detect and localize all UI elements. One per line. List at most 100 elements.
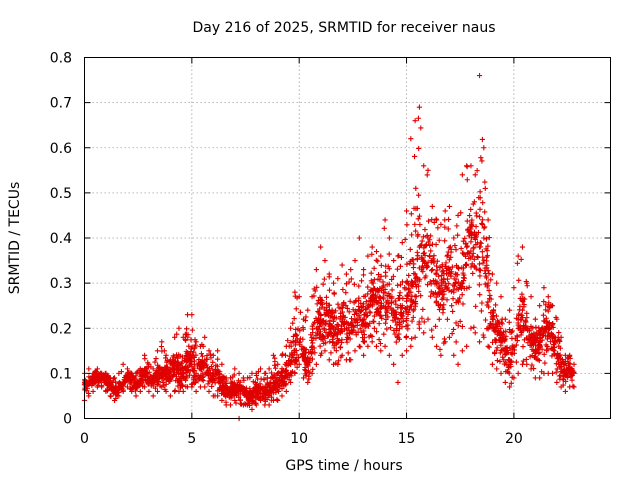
- data-point: [215, 375, 221, 381]
- data-point: [452, 242, 458, 249]
- data-point: [453, 339, 459, 345]
- data-point: [334, 321, 340, 328]
- data-point: [424, 232, 430, 238]
- data-point: [422, 226, 428, 233]
- data-point: [250, 379, 256, 385]
- data-point: [477, 206, 483, 212]
- data-point: [511, 285, 517, 291]
- data-point: [382, 320, 389, 326]
- data-point: [163, 352, 169, 358]
- data-point: [360, 272, 367, 278]
- data-point: [479, 220, 485, 227]
- data-point: [556, 329, 562, 336]
- data-point: [113, 391, 119, 397]
- data-point: [116, 393, 122, 399]
- data-point: [82, 378, 88, 384]
- data-point: [106, 380, 112, 386]
- data-point: [476, 244, 483, 250]
- data-point: [520, 314, 526, 321]
- data-point: [343, 303, 349, 309]
- data-point: [377, 285, 383, 292]
- data-point: [429, 266, 435, 273]
- data-point: [382, 312, 389, 318]
- data-point: [348, 321, 354, 327]
- data-point: [305, 379, 311, 385]
- data-point: [462, 262, 469, 268]
- data-point: [158, 343, 165, 350]
- data-point: [359, 335, 366, 341]
- data-point: [336, 305, 342, 311]
- data-point: [356, 307, 362, 313]
- data-point: [478, 240, 484, 246]
- data-point: [359, 304, 365, 311]
- data-point: [154, 377, 160, 383]
- data-point: [563, 363, 569, 369]
- data-point: [527, 354, 533, 360]
- data-point: [103, 377, 109, 383]
- data-point: [335, 361, 341, 367]
- data-point: [502, 316, 508, 322]
- data-point: [392, 298, 398, 304]
- data-point: [318, 300, 324, 307]
- data-point: [479, 300, 485, 306]
- data-point: [569, 377, 575, 383]
- data-point: [377, 277, 383, 283]
- data-point: [399, 239, 405, 246]
- data-point: [533, 324, 539, 330]
- data-point: [268, 394, 275, 400]
- data-point: [462, 235, 468, 241]
- data-point: [416, 213, 423, 219]
- data-point: [485, 326, 491, 332]
- data-point: [292, 348, 298, 354]
- data-point: [441, 271, 447, 277]
- data-point: [403, 279, 409, 285]
- data-point: [245, 375, 251, 381]
- data-point: [232, 384, 238, 390]
- data-point: [468, 264, 474, 270]
- data-point: [339, 352, 345, 358]
- data-point: [416, 192, 422, 198]
- data-point: [206, 370, 212, 376]
- x-axis-label: GPS time / hours: [285, 458, 402, 474]
- data-point: [489, 316, 496, 322]
- data-point: [286, 377, 292, 383]
- data-point: [422, 243, 428, 249]
- data-point: [406, 285, 412, 291]
- data-point: [485, 243, 491, 249]
- data-point: [393, 319, 399, 325]
- data-point: [403, 334, 409, 341]
- data-point: [403, 308, 409, 314]
- data-point: [159, 339, 165, 345]
- data-point: [326, 308, 332, 314]
- data-point: [116, 370, 122, 376]
- data-point: [356, 343, 362, 349]
- data-point: [318, 244, 324, 250]
- data-point: [184, 357, 191, 363]
- data-point: [520, 295, 526, 301]
- data-point: [219, 397, 225, 404]
- data-point: [310, 340, 316, 346]
- data-point: [492, 337, 498, 343]
- data-point: [202, 384, 208, 390]
- data-point: [494, 347, 500, 353]
- data-point: [202, 334, 208, 340]
- data-point: [516, 311, 522, 317]
- data-point: [455, 212, 461, 219]
- data-point: [409, 299, 416, 305]
- data-point: [437, 346, 443, 353]
- data-point: [266, 366, 272, 372]
- data-point: [341, 299, 347, 306]
- data-point: [558, 369, 564, 375]
- data-point: [464, 218, 470, 224]
- data-point: [561, 360, 567, 366]
- data-point: [219, 361, 225, 367]
- data-point: [440, 310, 446, 316]
- data-point: [481, 334, 487, 340]
- data-point: [446, 245, 452, 251]
- data-point: [297, 342, 303, 348]
- data-point: [180, 370, 186, 376]
- data-point: [294, 364, 300, 370]
- data-point: [443, 260, 449, 266]
- data-point: [395, 379, 401, 385]
